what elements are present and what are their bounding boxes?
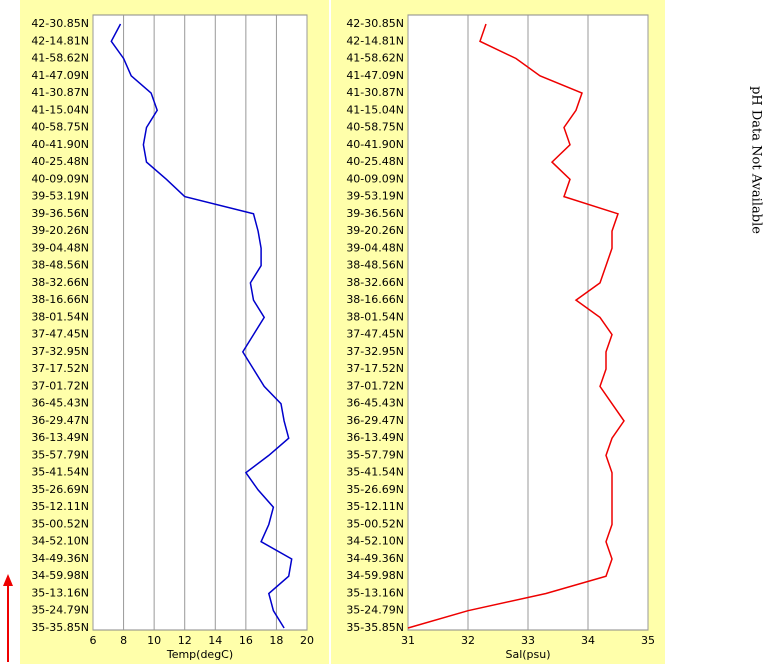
y-tick-label: 35-26.69N <box>31 483 89 496</box>
y-tick-label: 35-57.79N <box>31 448 89 461</box>
y-tick-label: 38-16.66N <box>346 293 404 306</box>
y-tick-label: 38-16.66N <box>31 293 89 306</box>
y-tick-label: 40-25.48N <box>31 155 89 168</box>
x-tick-label: 32 <box>461 634 475 647</box>
y-tick-label: 40-25.48N <box>346 155 404 168</box>
y-tick-label: 42-30.85N <box>346 17 404 30</box>
x-tick-label: 8 <box>120 634 127 647</box>
y-tick-label: 39-04.48N <box>346 241 404 254</box>
y-tick-label: 40-41.90N <box>31 138 89 151</box>
y-tick-label: 38-48.56N <box>346 259 404 272</box>
y-tick-label: 35-13.16N <box>346 586 404 599</box>
y-tick-label: 39-53.19N <box>346 190 404 203</box>
data-line <box>407 23 625 629</box>
y-tick-label: 41-30.87N <box>346 86 404 99</box>
x-axis-label: Sal(psu) <box>505 648 550 661</box>
y-tick-label: 35-41.54N <box>31 466 89 479</box>
y-tick-label: 39-36.56N <box>346 207 404 220</box>
y-tick-label: 40-41.90N <box>346 138 404 151</box>
y-tick-label: 38-01.54N <box>31 310 89 323</box>
y-tick-label: 35-00.52N <box>31 517 89 530</box>
y-tick-label: 38-48.56N <box>31 259 89 272</box>
y-tick-label: 41-47.09N <box>346 69 404 82</box>
y-tick-label: 42-14.81N <box>346 34 404 47</box>
y-tick-label: 39-04.48N <box>31 241 89 254</box>
y-tick-label: 37-32.95N <box>346 345 404 358</box>
y-tick-label: 35-12.11N <box>346 500 404 513</box>
y-tick-label: 41-58.62N <box>346 52 404 65</box>
y-tick-label: 38-01.54N <box>346 310 404 323</box>
y-tick-label: 34-52.10N <box>31 535 89 548</box>
y-tick-label: 39-53.19N <box>31 190 89 203</box>
y-tick-label: 41-47.09N <box>31 69 89 82</box>
y-tick-label: 41-15.04N <box>31 103 89 116</box>
y-tick-label: 38-32.66N <box>346 276 404 289</box>
y-tick-label: 36-29.47N <box>346 414 404 427</box>
y-tick-label: 38-32.66N <box>31 276 89 289</box>
y-tick-label: 35-41.54N <box>346 466 404 479</box>
y-tick-label: 39-36.56N <box>31 207 89 220</box>
x-tick-label: 34 <box>581 634 595 647</box>
x-tick-label: 33 <box>521 634 535 647</box>
data-line <box>110 23 293 629</box>
y-tick-label: 39-20.26N <box>346 224 404 237</box>
y-tick-label: 40-58.75N <box>31 121 89 134</box>
x-tick-label: 16 <box>239 634 253 647</box>
y-tick-label: 35-12.11N <box>31 500 89 513</box>
y-tick-label: 39-20.26N <box>31 224 89 237</box>
y-tick-label: 37-32.95N <box>31 345 89 358</box>
x-tick-label: 35 <box>641 634 655 647</box>
y-tick-label: 41-15.04N <box>346 103 404 116</box>
y-tick-label: 35-24.79N <box>31 604 89 617</box>
y-tick-label: 35-13.16N <box>31 586 89 599</box>
plot-area <box>92 14 308 631</box>
y-tick-label: 34-49.36N <box>346 552 404 565</box>
y-tick-label: 34-59.98N <box>31 569 89 582</box>
y-tick-label: 35-26.69N <box>346 483 404 496</box>
y-tick-label: 37-47.45N <box>346 328 404 341</box>
y-tick-label: 40-09.09N <box>346 172 404 185</box>
y-tick-label: 36-45.43N <box>31 397 89 410</box>
y-tick-label: 40-09.09N <box>31 172 89 185</box>
x-tick-label: 31 <box>401 634 415 647</box>
y-tick-label: 35-35.85N <box>346 621 404 634</box>
x-tick-label: 14 <box>208 634 222 647</box>
y-tick-label: 40-58.75N <box>346 121 404 134</box>
y-tick-label: 37-47.45N <box>31 328 89 341</box>
y-tick-label: 41-58.62N <box>31 52 89 65</box>
x-tick-label: 12 <box>178 634 192 647</box>
y-tick-label: 34-59.98N <box>346 569 404 582</box>
y-tick-label: 34-49.36N <box>31 552 89 565</box>
y-tick-label: 36-13.49N <box>346 431 404 444</box>
x-axis-label: Temp(degC) <box>166 648 233 661</box>
y-tick-label: 35-57.79N <box>346 448 404 461</box>
x-tick-label: 10 <box>147 634 161 647</box>
x-tick-label: 6 <box>90 634 97 647</box>
y-tick-label: 35-00.52N <box>346 517 404 530</box>
y-tick-label: 34-52.10N <box>346 535 404 548</box>
y-tick-label: 36-45.43N <box>346 397 404 410</box>
y-tick-label: 41-30.87N <box>31 86 89 99</box>
y-tick-label: 42-30.85N <box>31 17 89 30</box>
y-tick-label: 35-35.85N <box>31 621 89 634</box>
note: pH Data Not Available <box>749 86 764 234</box>
y-tick-label: 36-13.49N <box>31 431 89 444</box>
x-tick-label: 20 <box>300 634 314 647</box>
y-tick-label: 36-29.47N <box>31 414 89 427</box>
arrow-head <box>3 574 13 586</box>
y-tick-label: 37-01.72N <box>31 379 89 392</box>
x-tick-label: 18 <box>269 634 283 647</box>
y-tick-label: 35-24.79N <box>346 604 404 617</box>
y-tick-label: 37-01.72N <box>346 379 404 392</box>
y-tick-label: 37-17.52N <box>346 362 404 375</box>
y-tick-label: 42-14.81N <box>31 34 89 47</box>
y-tick-label: 37-17.52N <box>31 362 89 375</box>
